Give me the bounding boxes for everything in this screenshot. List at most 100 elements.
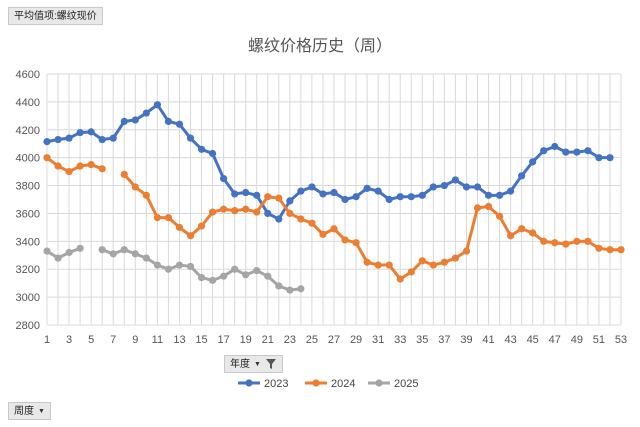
data-point: [54, 254, 62, 262]
data-point: [98, 135, 106, 144]
x-tick-label: 23: [284, 334, 296, 346]
week-field-button[interactable]: 周度 ▼: [8, 402, 51, 420]
data-point: [43, 247, 51, 255]
legend-swatch-marker: [375, 379, 383, 387]
data-point: [286, 286, 294, 294]
y-tick-label: 4000: [16, 153, 40, 165]
data-point: [275, 282, 283, 290]
y-tick-label: 2800: [16, 320, 40, 332]
data-point: [54, 135, 62, 144]
data-point: [341, 236, 349, 244]
data-point: [286, 197, 294, 205]
data-point: [529, 229, 537, 237]
data-point: [529, 158, 537, 166]
data-point: [231, 265, 239, 273]
x-tick-label: 29: [350, 334, 362, 346]
data-point: [175, 120, 184, 128]
data-point: [341, 195, 349, 204]
series-line: [123, 173, 621, 281]
data-point: [175, 223, 184, 231]
data-point: [584, 237, 592, 245]
value-field-button[interactable]: 平均值项:螺纹现价: [8, 7, 103, 25]
data-point: [374, 187, 382, 195]
x-tick-label: 11: [152, 334, 163, 346]
x-tick-label: 49: [571, 334, 583, 346]
data-point: [275, 194, 283, 202]
data-point: [462, 247, 471, 255]
legend-label: 2023: [264, 378, 288, 390]
data-point: [429, 261, 437, 269]
data-point: [65, 168, 73, 176]
y-tick-label: 3000: [16, 292, 40, 304]
chart-series: [43, 101, 625, 294]
data-point: [484, 191, 493, 199]
data-point: [109, 250, 117, 258]
data-point: [462, 183, 471, 191]
data-point: [76, 162, 84, 170]
data-point: [43, 138, 51, 146]
y-tick-label: 3800: [16, 181, 40, 193]
data-point: [418, 257, 426, 265]
data-point: [473, 183, 482, 191]
chart-title: 螺纹价格历史（周）: [248, 37, 392, 55]
x-tick-label: 17: [217, 334, 229, 346]
data-point: [319, 190, 327, 198]
series-2024: [43, 154, 625, 283]
data-point: [76, 128, 84, 137]
data-point: [407, 193, 415, 201]
data-point: [253, 208, 261, 216]
data-point: [142, 254, 150, 262]
data-point: [253, 191, 261, 199]
data-point: [595, 244, 603, 252]
x-tick-label: 27: [328, 334, 340, 346]
series-2023: [43, 101, 614, 223]
data-point: [319, 230, 327, 238]
data-point: [54, 162, 62, 170]
data-point: [231, 207, 239, 215]
y-tick-label: 4600: [16, 69, 40, 81]
legend-swatch-marker: [312, 379, 320, 387]
series-line: [46, 103, 610, 221]
data-point: [242, 271, 250, 279]
data-point: [308, 183, 316, 191]
x-tick-label: 35: [416, 334, 428, 346]
data-point: [43, 154, 51, 162]
x-tick-label: 1: [44, 334, 50, 346]
legend-label: 2025: [394, 378, 418, 390]
x-tick-label: 53: [615, 334, 627, 346]
data-point: [264, 193, 272, 201]
x-axis-ticks: 1 3 5 7 9 11 13 15 17 19 21 23 25 27 29 31 33 35 37 39 41 43 4…: [44, 334, 627, 346]
data-point: [440, 258, 448, 266]
data-point: [164, 117, 173, 126]
x-tick-label: 47: [549, 334, 561, 346]
data-point: [275, 215, 283, 223]
data-point: [584, 147, 592, 155]
data-point: [562, 148, 570, 156]
data-point: [297, 187, 305, 195]
data-point: [131, 183, 139, 191]
data-point: [297, 285, 305, 293]
data-point: [208, 208, 217, 216]
data-point: [142, 109, 150, 117]
data-point: [297, 215, 305, 223]
data-point: [385, 195, 393, 204]
data-point: [308, 219, 316, 227]
data-point: [451, 254, 460, 262]
data-point: [473, 204, 482, 212]
x-tick-label: 15: [195, 334, 207, 346]
value-field-label: 平均值项:螺纹现价: [14, 10, 97, 22]
series-2025: [43, 244, 305, 294]
x-tick-label: 31: [372, 334, 384, 346]
x-tick-label: 41: [482, 334, 494, 346]
data-point: [153, 101, 161, 109]
data-point: [495, 212, 504, 220]
data-point: [363, 258, 371, 266]
data-point: [197, 222, 206, 230]
data-point: [186, 134, 195, 142]
data-point: [440, 181, 448, 190]
dropdown-arrow-icon: ▼: [254, 360, 261, 368]
y-tick-label: 3200: [16, 264, 40, 276]
data-point: [264, 209, 272, 218]
year-field-filter-button[interactable]: 年度 ▼: [224, 355, 283, 373]
data-point: [551, 142, 559, 151]
